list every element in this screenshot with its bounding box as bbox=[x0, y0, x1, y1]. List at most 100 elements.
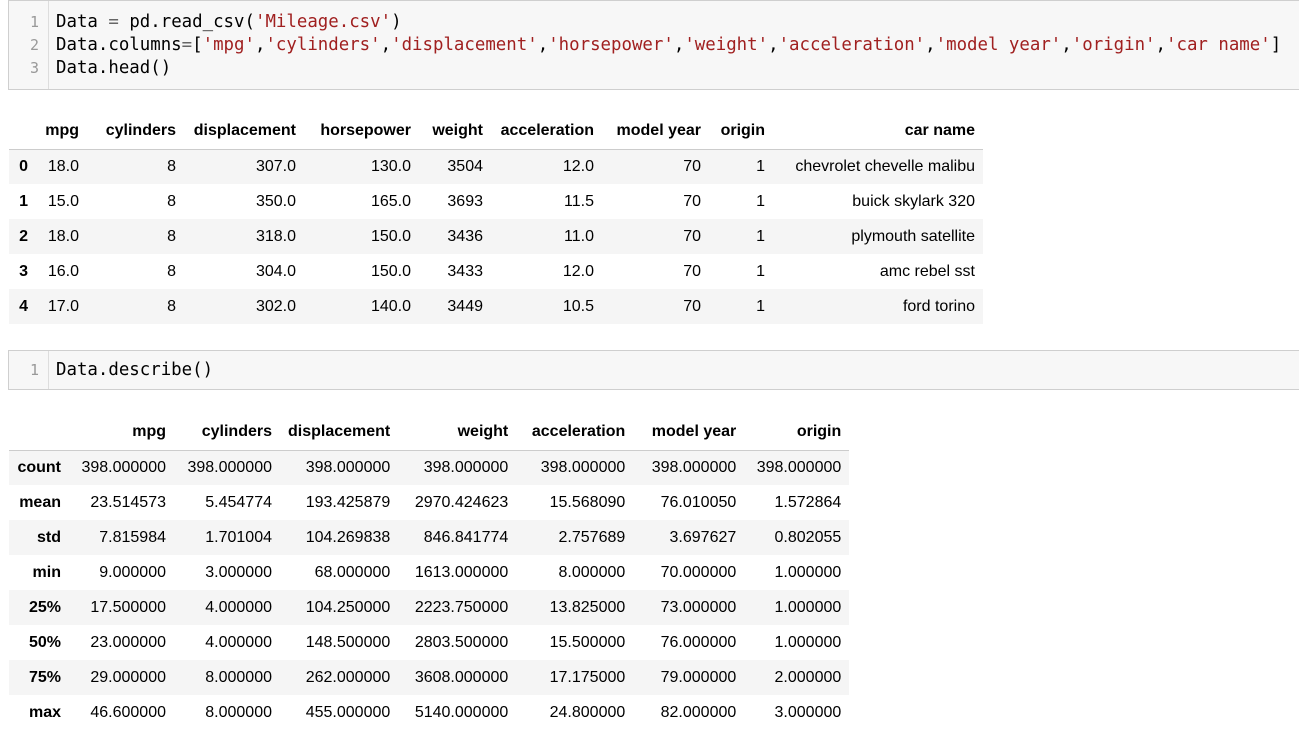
table-header-row: mpg cylinders displacement weight accelerati… bbox=[9, 415, 850, 451]
row-index: 50% bbox=[28, 633, 61, 651]
table-cell: 302.0 bbox=[255, 297, 296, 315]
table-cell: buick skylark 320 bbox=[852, 192, 975, 210]
table-cell: 5140.000000 bbox=[414, 703, 509, 721]
table-cell: 8.000000 bbox=[558, 563, 626, 581]
table-cell: 16.0 bbox=[47, 262, 79, 280]
row-index: max bbox=[28, 703, 61, 721]
line-number: 2 bbox=[29, 36, 39, 54]
table-row: 0 18.0 8 307.0 130.0 3504 12.0 70 1 chevrolet che… bbox=[9, 149, 983, 184]
table-cell: 1 bbox=[756, 297, 765, 315]
code-line[interactable]: 2 Data.columns=['mpg','cylinders','displa… bbox=[9, 34, 1299, 57]
table-cell: 3608.000000 bbox=[414, 668, 509, 686]
table-cell: 70 bbox=[683, 157, 701, 175]
table-cell: 2.757689 bbox=[558, 528, 626, 546]
code-line[interactable]: 1 Data = pd.read_csv('Mileage.csv') bbox=[9, 11, 1299, 34]
table-cell: 15.568090 bbox=[549, 493, 626, 511]
table-row: 75% 29.000000 8.000000 262.000000 3608.00000… bbox=[9, 660, 850, 695]
code-cell-read-csv[interactable]: 1 Data = pd.read_csv('Mileage.csv') 2 Data.… bbox=[8, 0, 1299, 90]
code-text[interactable]: Data.head() bbox=[56, 58, 172, 78]
row-index: 0 bbox=[19, 157, 28, 175]
table-row: 2 18.0 8 318.0 150.0 3436 11.0 70 1 plymouth sate… bbox=[9, 219, 983, 254]
describe-output-table: mpg cylinders displacement weight accelerati… bbox=[9, 415, 850, 730]
table-cell: 8 bbox=[167, 262, 176, 280]
column-header: horsepower bbox=[304, 114, 419, 150]
table-cell: 8 bbox=[167, 227, 176, 245]
code-cell-describe[interactable]: 1 Data.describe() bbox=[8, 350, 1299, 390]
line-number: 3 bbox=[29, 59, 39, 77]
table-cell: 15.0 bbox=[47, 192, 79, 210]
table-cell: 398.000000 bbox=[81, 458, 166, 476]
column-header: origin bbox=[744, 415, 850, 451]
column-header: model year bbox=[633, 415, 745, 451]
table-cell: 262.000000 bbox=[305, 668, 391, 686]
code-text[interactable]: Data.columns=['mpg','cylinders','displac… bbox=[56, 35, 1282, 55]
table-cell: 1 bbox=[756, 157, 765, 175]
table-cell: 18.0 bbox=[47, 227, 79, 245]
table-cell: 12.0 bbox=[562, 262, 594, 280]
line-number-gutter bbox=[9, 1, 49, 89]
column-header: model year bbox=[602, 114, 709, 150]
table-cell: 79.000000 bbox=[660, 668, 737, 686]
table-row: 4 17.0 8 302.0 140.0 3449 10.5 70 1 ford torino bbox=[9, 289, 983, 324]
table-row: mean 23.514573 5.454774 193.425879 2970.4246… bbox=[9, 485, 850, 520]
table-row: 1 15.0 8 350.0 165.0 3693 11.5 70 1 buick skylark… bbox=[9, 184, 983, 219]
table-cell: 350.0 bbox=[255, 192, 296, 210]
head-output-table: mpg cylinders displacement horsepower weight… bbox=[9, 114, 983, 324]
code-text[interactable]: Data = pd.read_csv('Mileage.csv') bbox=[56, 12, 402, 32]
table-cell: 15.500000 bbox=[549, 633, 626, 651]
column-header: weight bbox=[419, 114, 491, 150]
table-cell: 1.000000 bbox=[774, 633, 842, 651]
table-cell: 70.000000 bbox=[660, 563, 737, 581]
row-index: 1 bbox=[19, 192, 28, 210]
table-cell: 29.000000 bbox=[90, 668, 166, 686]
table-cell: 1.000000 bbox=[774, 563, 842, 581]
table-cell: 0.802055 bbox=[774, 528, 842, 546]
table-cell: 82.000000 bbox=[660, 703, 737, 721]
table-cell: 1 bbox=[756, 227, 765, 245]
table-cell: 9.000000 bbox=[99, 563, 166, 581]
table-cell: 3.000000 bbox=[205, 563, 272, 581]
table-cell: 307.0 bbox=[255, 157, 296, 175]
table-cell: 150.0 bbox=[370, 227, 411, 245]
table-cell: 5.454774 bbox=[205, 493, 272, 511]
table-cell: 3449 bbox=[447, 297, 483, 315]
table-cell: 3436 bbox=[447, 227, 483, 245]
table-cell: 11.5 bbox=[564, 192, 594, 210]
table-cell: 7.815984 bbox=[99, 528, 166, 546]
code-text[interactable]: Data.describe() bbox=[56, 360, 214, 380]
table-cell: 4.000000 bbox=[205, 633, 272, 651]
column-header: mpg bbox=[36, 114, 87, 150]
table-cell: 398.000000 bbox=[540, 458, 626, 476]
table-cell: 68.000000 bbox=[314, 563, 391, 581]
row-index: count bbox=[17, 458, 61, 476]
table-cell: 455.000000 bbox=[305, 703, 391, 721]
table-cell: 17.175000 bbox=[549, 668, 626, 686]
table-cell: 2803.500000 bbox=[414, 633, 509, 651]
column-header: cylinders bbox=[87, 114, 184, 150]
table-cell: 73.000000 bbox=[660, 598, 737, 616]
table-cell: 3504 bbox=[447, 157, 483, 175]
table-cell: 304.0 bbox=[255, 262, 296, 280]
column-header: mpg bbox=[69, 415, 174, 451]
table-cell: 1 bbox=[756, 192, 765, 210]
table-row: 25% 17.500000 4.000000 104.250000 2223.75000… bbox=[9, 590, 850, 625]
table-cell: 10.5 bbox=[562, 297, 594, 315]
table-cell: 4.000000 bbox=[205, 598, 272, 616]
table-cell: 70 bbox=[683, 192, 701, 210]
table-cell: 17.500000 bbox=[90, 598, 166, 616]
table-cell: 398.000000 bbox=[305, 458, 391, 476]
code-line[interactable]: 3 Data.head() bbox=[9, 57, 1299, 80]
table-row: max 46.600000 8.000000 455.000000 5140.00000… bbox=[9, 695, 850, 730]
table-cell: 1613.000000 bbox=[414, 563, 509, 581]
column-header: origin bbox=[709, 114, 773, 150]
code-line[interactable]: 1 Data.describe() bbox=[9, 359, 1299, 382]
column-header: weight bbox=[398, 415, 517, 451]
table-cell: 398.000000 bbox=[423, 458, 509, 476]
table-cell: 148.500000 bbox=[305, 633, 391, 651]
table-cell: amc rebel sst bbox=[879, 262, 975, 280]
table-cell: 23.514573 bbox=[90, 493, 166, 511]
table-header-row: mpg cylinders displacement horsepower weight… bbox=[9, 114, 983, 150]
table-cell: 12.0 bbox=[562, 157, 594, 175]
table-cell: 2970.424623 bbox=[414, 493, 509, 511]
table-cell: 23.000000 bbox=[90, 633, 166, 651]
